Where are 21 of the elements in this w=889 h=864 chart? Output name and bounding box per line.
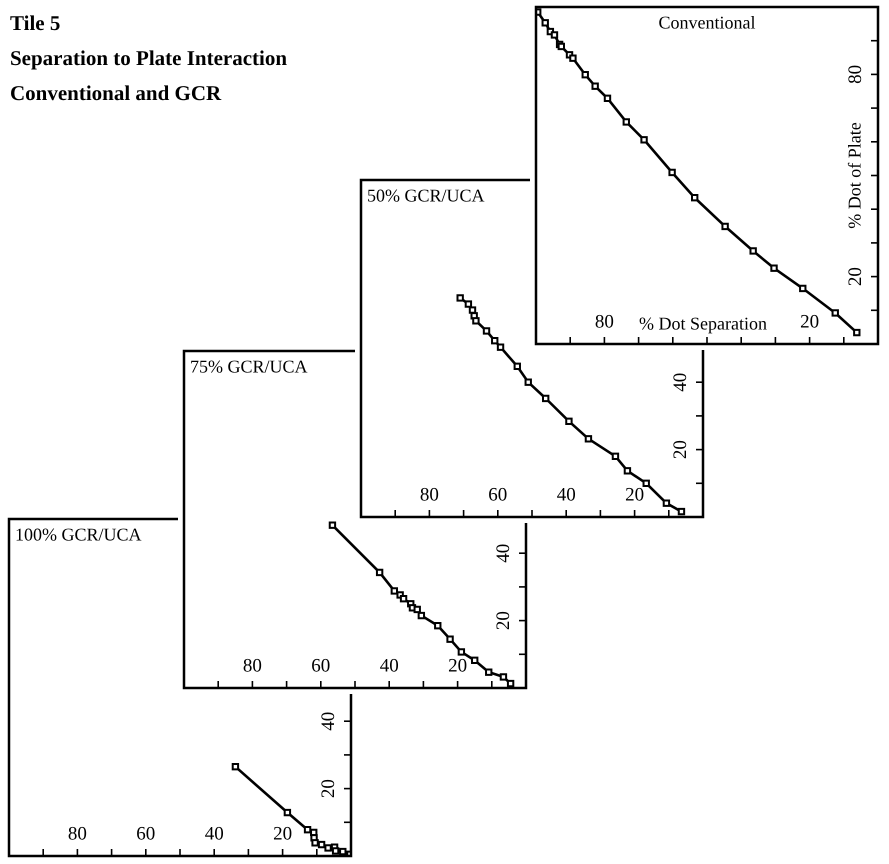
x-tick-label: 40 bbox=[380, 656, 399, 677]
chart-title: 75% GCR/UCA bbox=[190, 356, 308, 377]
x-tick-label: 60 bbox=[311, 656, 330, 677]
chart-title: Conventional bbox=[658, 12, 756, 33]
x-axis-title: % Dot Separation bbox=[639, 314, 767, 334]
x-tick-label: 80 bbox=[420, 484, 439, 506]
x-tick-label: 20 bbox=[625, 484, 644, 506]
chart-title: 50% GCR/UCA bbox=[367, 186, 485, 206]
text: Conventional and GCR bbox=[10, 80, 222, 107]
chart-title: 100% GCR/UCA bbox=[15, 524, 142, 545]
text: Tile 5 bbox=[10, 10, 62, 37]
y-axis-title: % Dot of Plate bbox=[844, 122, 865, 229]
x-tick-label: 80 bbox=[68, 824, 87, 845]
x-tick-label: 60 bbox=[136, 824, 156, 845]
x-tick-label: 40 bbox=[204, 824, 224, 845]
x-tick-label: 80 bbox=[242, 656, 262, 677]
x-tick-label: 60 bbox=[488, 484, 508, 506]
text: Separation to Plate Interaction bbox=[10, 45, 288, 72]
x-tick-label: 40 bbox=[556, 484, 576, 506]
x-tick-label: 20 bbox=[273, 824, 292, 845]
x-tick-label: 20 bbox=[448, 656, 468, 677]
